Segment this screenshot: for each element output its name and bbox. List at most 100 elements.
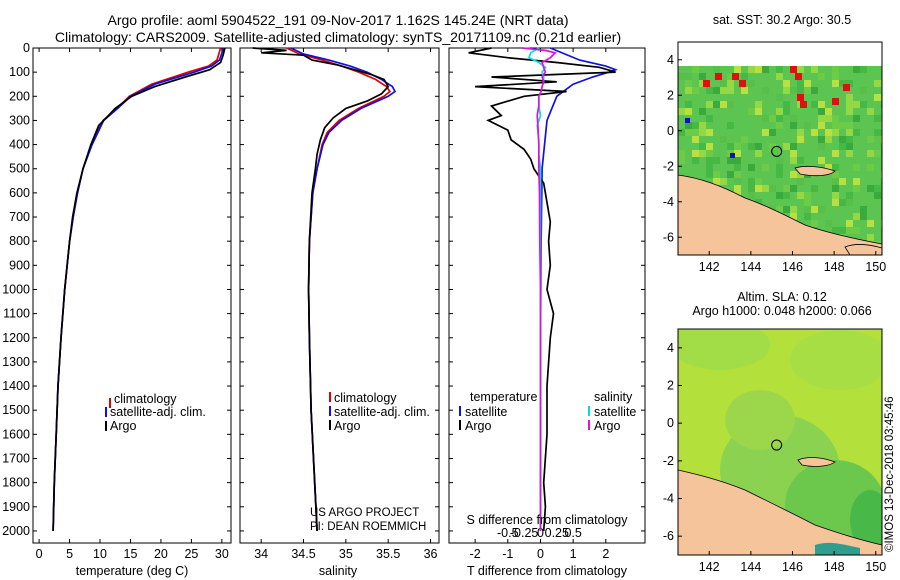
sst-cell — [874, 94, 881, 101]
sst-cell — [846, 129, 853, 136]
sst-cell — [783, 87, 790, 94]
sst-hot-cell — [715, 73, 722, 80]
sst-cell — [762, 87, 769, 94]
sst-cell — [776, 157, 783, 164]
sst-cell — [818, 115, 825, 122]
lat-tick-label: -2 — [663, 454, 674, 468]
sla-map-title: Altim. SLA: 0.12 — [737, 290, 827, 304]
sst-cell — [706, 164, 713, 171]
sst-cell — [678, 129, 685, 136]
salinity-panel: 34 34.5 35 35.5 36 climatology satellite-adj… — [239, 47, 440, 578]
profile-line-climatology — [286, 47, 392, 531]
sst-cell — [790, 157, 797, 164]
sst-cell — [720, 136, 727, 143]
lat-tick-label: 4 — [667, 53, 674, 67]
sst-cell — [853, 66, 860, 73]
sla-map-axes: 142 144 146 148 150 -6 -4 -2 0 2 4 — [663, 341, 886, 574]
sst-map-axes: 142 144 146 148 150 -6 -4 -2 0 2 4 — [663, 53, 886, 274]
difference-profiles — [468, 47, 619, 531]
depth-tick-label: 800 — [9, 234, 30, 248]
sst-cell — [832, 73, 839, 80]
sst-cell — [748, 143, 755, 150]
sst-cell — [867, 220, 874, 227]
sst-cell — [839, 136, 846, 143]
difference-legend: temperature satellite Argo salinity sate… — [459, 390, 636, 433]
sst-cell — [818, 101, 825, 108]
sst-cell — [755, 185, 762, 192]
s-tick-label: 0 — [537, 526, 544, 540]
sla-map-subtitle: Argo h1000: 0.048 h2000: 0.066 — [692, 304, 871, 318]
sst-cell — [790, 213, 797, 220]
sst-cell — [776, 122, 783, 129]
salinity-difference-axis: -0.5-0.250 0.250.5 — [497, 526, 582, 540]
sst-cell — [762, 164, 769, 171]
temperature-panel: 0100200300400500600700800900100011001200… — [2, 41, 232, 578]
x-tick-label: 25 — [184, 547, 198, 561]
sst-cell — [853, 164, 860, 171]
lon-tick-label: 146 — [782, 260, 803, 274]
lat-tick-label: -4 — [663, 492, 674, 506]
sst-cell — [874, 129, 881, 136]
sst-cell — [734, 171, 741, 178]
sst-cell — [727, 143, 734, 150]
sst-cell — [811, 87, 818, 94]
profile-line-argo — [52, 47, 226, 531]
depth-tick-label: 500 — [9, 162, 30, 176]
sst-cell — [685, 129, 692, 136]
sst-cell — [776, 115, 783, 122]
depth-tick-label: 900 — [9, 258, 30, 272]
sst-cell — [720, 101, 727, 108]
sst-cell — [699, 73, 706, 80]
sst-hot-cell — [795, 73, 802, 80]
temperature-x-axis: 0 5 10 15 20 25 30 — [36, 48, 229, 561]
legend-s-satellite-label: satellite — [594, 405, 636, 419]
t-difference-label: T difference from climatology — [467, 564, 628, 578]
x-tick-label: 5 — [66, 547, 73, 561]
salinity-x-axis: 34 34.5 35 35.5 36 — [254, 48, 438, 561]
sst-cell — [741, 87, 748, 94]
sst-cell — [825, 115, 832, 122]
sst-cell — [776, 73, 783, 80]
sst-cell — [818, 73, 825, 80]
sst-cell — [804, 206, 811, 213]
sst-cell — [769, 129, 776, 136]
legend-satellite-label: satellite-adj. clim. — [334, 405, 430, 419]
sst-cell — [706, 157, 713, 164]
sla-map-image — [678, 329, 882, 555]
profile-line-argo — [252, 47, 390, 531]
sst-cell — [811, 101, 818, 108]
sst-hot-cell — [790, 66, 797, 73]
sst-cell — [727, 80, 734, 87]
x-tick-label: 15 — [124, 547, 138, 561]
s-tick-label: 0.25 — [545, 526, 569, 540]
sst-cell — [846, 143, 853, 150]
legend-s-argo-label: Argo — [594, 419, 620, 433]
sst-cell — [797, 66, 804, 73]
sst-cell — [846, 150, 853, 157]
sst-cell — [776, 66, 783, 73]
depth-tick-label: 700 — [9, 210, 30, 224]
sst-cell — [853, 213, 860, 220]
x-tick-label: 0 — [537, 547, 544, 561]
depth-tick-label: 100 — [9, 65, 30, 79]
sst-cell — [769, 115, 776, 122]
sst-cell — [720, 87, 727, 94]
sst-cell — [776, 171, 783, 178]
depth-tick-label: 1100 — [3, 307, 30, 321]
sst-cell — [727, 122, 734, 129]
sst-cell — [699, 122, 706, 129]
lon-tick-label: 150 — [865, 560, 886, 574]
sst-cell — [832, 178, 839, 185]
sst-cell — [797, 87, 804, 94]
sst-cell — [846, 220, 853, 227]
x-tick-label: 0 — [36, 547, 43, 561]
sst-cell — [741, 73, 748, 80]
legend-temperature-title: temperature — [470, 390, 537, 404]
sst-cell — [755, 143, 762, 150]
sst-cell — [734, 150, 741, 157]
sst-cell — [776, 108, 783, 115]
sst-cell — [790, 185, 797, 192]
temperature-x-label: temperature (deg C) — [76, 564, 189, 578]
sst-cell — [804, 122, 811, 129]
x-tick-label: 2 — [602, 547, 609, 561]
